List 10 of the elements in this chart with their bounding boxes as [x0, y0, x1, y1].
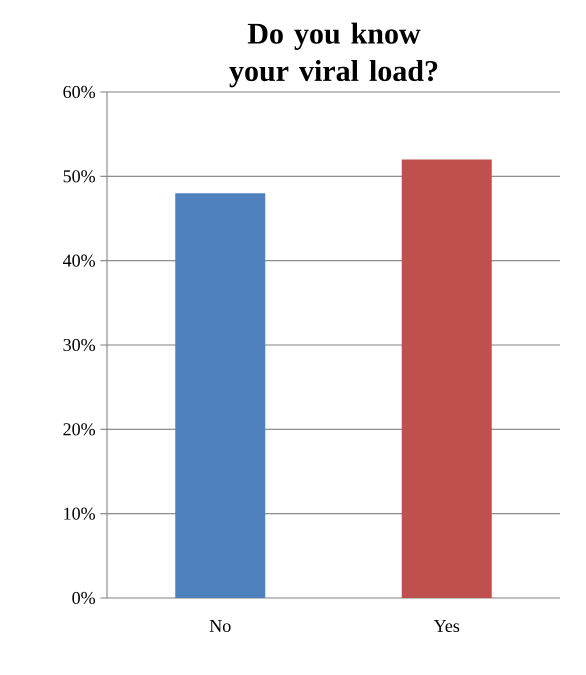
y-tick-label: 60%	[63, 86, 96, 98]
y-tick-label: 10%	[64, 508, 96, 520]
x-tick-label: No	[210, 620, 231, 632]
chart-title: Do you know your viral load?	[229, 22, 438, 88]
x-tick-label: Yes	[434, 620, 460, 632]
y-tick-label: 40%	[62, 254, 96, 267]
y-tick-label: 30%	[63, 338, 96, 352]
y-tick-label: 0%	[72, 592, 96, 604]
y-tick-label: 50%	[64, 170, 96, 182]
y-tick-label: 20%	[63, 423, 96, 436]
